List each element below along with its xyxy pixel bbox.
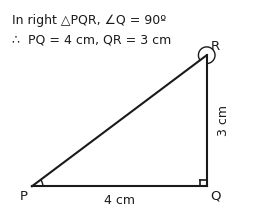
Text: In right △PQR, ∠Q = 90º: In right △PQR, ∠Q = 90º [12,14,167,27]
Text: Q: Q [210,190,221,203]
Text: P: P [19,190,28,203]
Text: ∴  PQ = 4 cm, QR = 3 cm: ∴ PQ = 4 cm, QR = 3 cm [12,33,172,46]
Text: 3 cm: 3 cm [217,105,230,136]
Text: 4 cm: 4 cm [104,194,135,207]
Text: R: R [211,40,220,53]
